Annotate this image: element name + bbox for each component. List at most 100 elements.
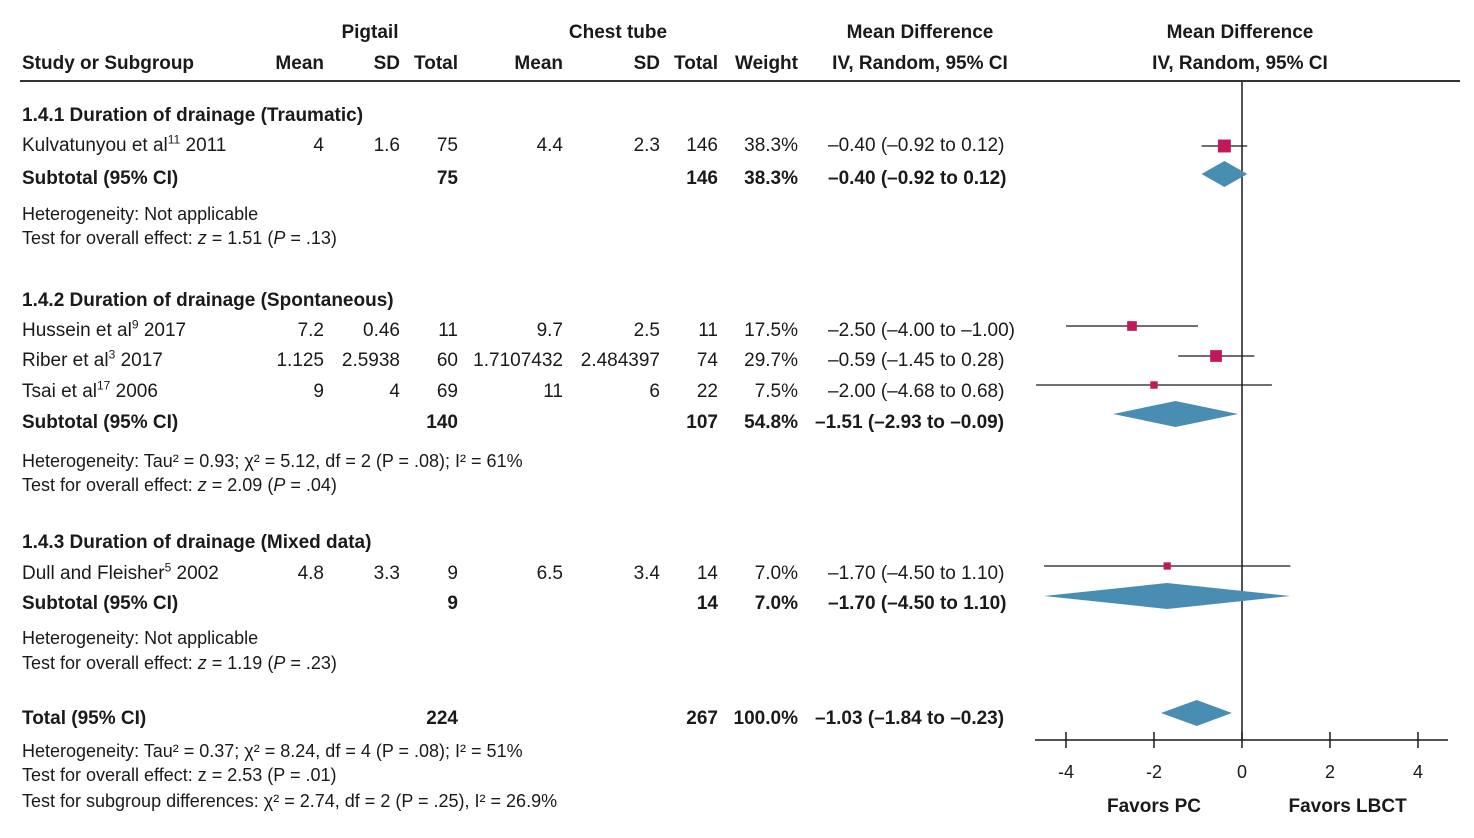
x-tick-label: -4 [1058, 762, 1074, 782]
col-study: Study or Subgroup [22, 53, 195, 74]
cell-weight: 7.5% [754, 381, 798, 402]
group-header-chest-tube: Chest tube [568, 22, 668, 43]
subtotal-ci: –1.70 (–4.50 to 1.10) [828, 593, 1007, 614]
subtotal-weight: 38.3% [744, 168, 798, 189]
cell-mean-ct: 6.5 [536, 563, 563, 584]
x-label-right: Favors LBCT [1288, 796, 1407, 817]
effect-square [1127, 321, 1137, 331]
cell-sd-pc: 2.5938 [341, 350, 400, 371]
effect-square [1150, 381, 1158, 389]
total-ci: –1.03 (–1.84 to –0.23) [815, 708, 1005, 729]
cell-mean-pc: 1.125 [276, 350, 324, 371]
subtotal-total-pc: 75 [436, 168, 458, 189]
study-name: Kulvatunyou et al11 2011 [22, 132, 227, 156]
cell-mean-ct: 4.4 [536, 135, 563, 156]
subtotal-label: Subtotal (95% CI) [22, 593, 179, 614]
cell-ci: –1.70 (–4.50 to 1.10) [828, 563, 1005, 584]
cell-mean-pc: 4 [313, 135, 324, 156]
total-label: Total (95% CI) [22, 708, 147, 729]
pooled-diamond [1113, 401, 1239, 427]
heterogeneity: Heterogeneity: Tau² = 0.93; χ² = 5.12, d… [22, 451, 523, 471]
subtotal-weight: 7.0% [754, 593, 798, 614]
pooled-diamond [1044, 583, 1291, 609]
col-mean-pc: Mean [275, 53, 324, 74]
col-total-pc: Total [414, 53, 458, 74]
cell-total-ct: 11 [698, 320, 718, 341]
col-total-ct: Total [674, 53, 718, 74]
cell-total-ct: 14 [696, 563, 718, 584]
x-tick-label: -2 [1146, 762, 1162, 782]
cell-sd-ct: 2.3 [633, 135, 660, 156]
cell-ci: –0.40 (–0.92 to 0.12) [828, 135, 1005, 156]
cell-sd-ct: 6 [649, 381, 660, 402]
subtotal-total-ct: 107 [686, 412, 718, 433]
study-name: Riber et al3 2017 [22, 347, 163, 371]
total-weight: 100.0% [733, 708, 798, 729]
effect-square [1163, 562, 1171, 570]
cell-mean-pc: 4.8 [297, 563, 324, 584]
group-header-pigtail: Pigtail [341, 22, 399, 43]
cell-total-ct: 22 [696, 381, 718, 402]
cell-sd-ct: 2.5 [633, 320, 660, 341]
cell-weight: 17.5% [744, 320, 798, 341]
study-name: Hussein et al9 2017 [22, 317, 187, 341]
cell-mean-pc: 9 [313, 381, 324, 402]
cell-mean-ct: 11 [543, 381, 563, 402]
col-sd-ct: SD [633, 53, 660, 74]
subgroup-title: 1.4.1 Duration of drainage (Traumatic) [22, 105, 364, 126]
subtotal-weight: 54.8% [744, 412, 798, 433]
x-tick-label: 0 [1237, 762, 1247, 782]
subtotal-label: Subtotal (95% CI) [22, 168, 179, 189]
heterogeneity: Heterogeneity: Not applicable [22, 204, 259, 224]
pooled-diamond [1201, 161, 1248, 187]
col-ci-right: IV, Random, 95% CI [1152, 53, 1328, 74]
subtotal-total-ct: 14 [696, 593, 718, 614]
total-heterogeneity: Heterogeneity: Tau² = 0.37; χ² = 8.24, d… [22, 741, 523, 761]
cell-mean-ct: 9.7 [536, 320, 563, 341]
cell-weight: 7.0% [754, 563, 798, 584]
overall-effect: Test for overall effect: z = 1.51 (P = .… [22, 228, 337, 248]
cell-sd-pc: 1.6 [373, 135, 400, 156]
overall-effect: Test for overall effect: z = 2.09 (P = .… [22, 475, 337, 495]
subgroup-title: 1.4.2 Duration of drainage (Spontaneous) [22, 290, 394, 311]
x-label-left: Favors PC [1107, 796, 1201, 817]
cell-sd-ct: 2.484397 [580, 350, 660, 371]
col-mean-ct: Mean [514, 53, 563, 74]
cell-sd-pc: 4 [389, 381, 400, 402]
effect-square [1210, 350, 1222, 362]
col-ci-left: IV, Random, 95% CI [832, 53, 1008, 74]
cell-total-pc: 75 [436, 135, 458, 156]
subtotal-ci: –0.40 (–0.92 to 0.12) [828, 168, 1007, 189]
cell-total-pc: 60 [436, 350, 458, 371]
cell-sd-ct: 3.4 [633, 563, 660, 584]
md-header-left: Mean Difference [846, 22, 994, 43]
subtotal-total-pc: 9 [447, 593, 458, 614]
cell-weight: 38.3% [744, 135, 798, 156]
total-pc: 224 [426, 708, 458, 729]
subtotal-label: Subtotal (95% CI) [22, 412, 179, 433]
cell-total-ct: 146 [686, 135, 718, 156]
study-name: Tsai et al17 2006 [22, 378, 158, 402]
subtotal-ci: –1.51 (–2.93 to –0.09) [815, 412, 1005, 433]
cell-ci: –2.00 (–4.68 to 0.68) [828, 381, 1005, 402]
pooled-diamond [1161, 700, 1232, 726]
cell-mean-ct: 1.7107432 [473, 350, 563, 371]
study-name: Dull and Fleisher5 2002 [22, 560, 219, 584]
cell-sd-pc: 0.46 [363, 320, 400, 341]
heterogeneity: Heterogeneity: Not applicable [22, 628, 259, 648]
cell-total-pc: 11 [438, 320, 458, 341]
overall-effect: Test for overall effect: z = 1.19 (P = .… [22, 653, 337, 673]
cell-total-pc: 9 [447, 563, 458, 584]
subgroup-differences: Test for subgroup differences: χ² = 2.74… [22, 791, 558, 811]
total-ct: 267 [686, 708, 718, 729]
col-weight: Weight [735, 53, 798, 74]
x-tick-label: 4 [1413, 762, 1423, 782]
col-sd-pc: SD [373, 53, 400, 74]
effect-square [1217, 139, 1231, 153]
cell-weight: 29.7% [744, 350, 798, 371]
cell-total-ct: 74 [696, 350, 718, 371]
md-header-right: Mean Difference [1166, 22, 1314, 43]
subtotal-total-pc: 140 [426, 412, 458, 433]
cell-ci: –2.50 (–4.00 to –1.00) [828, 320, 1015, 341]
